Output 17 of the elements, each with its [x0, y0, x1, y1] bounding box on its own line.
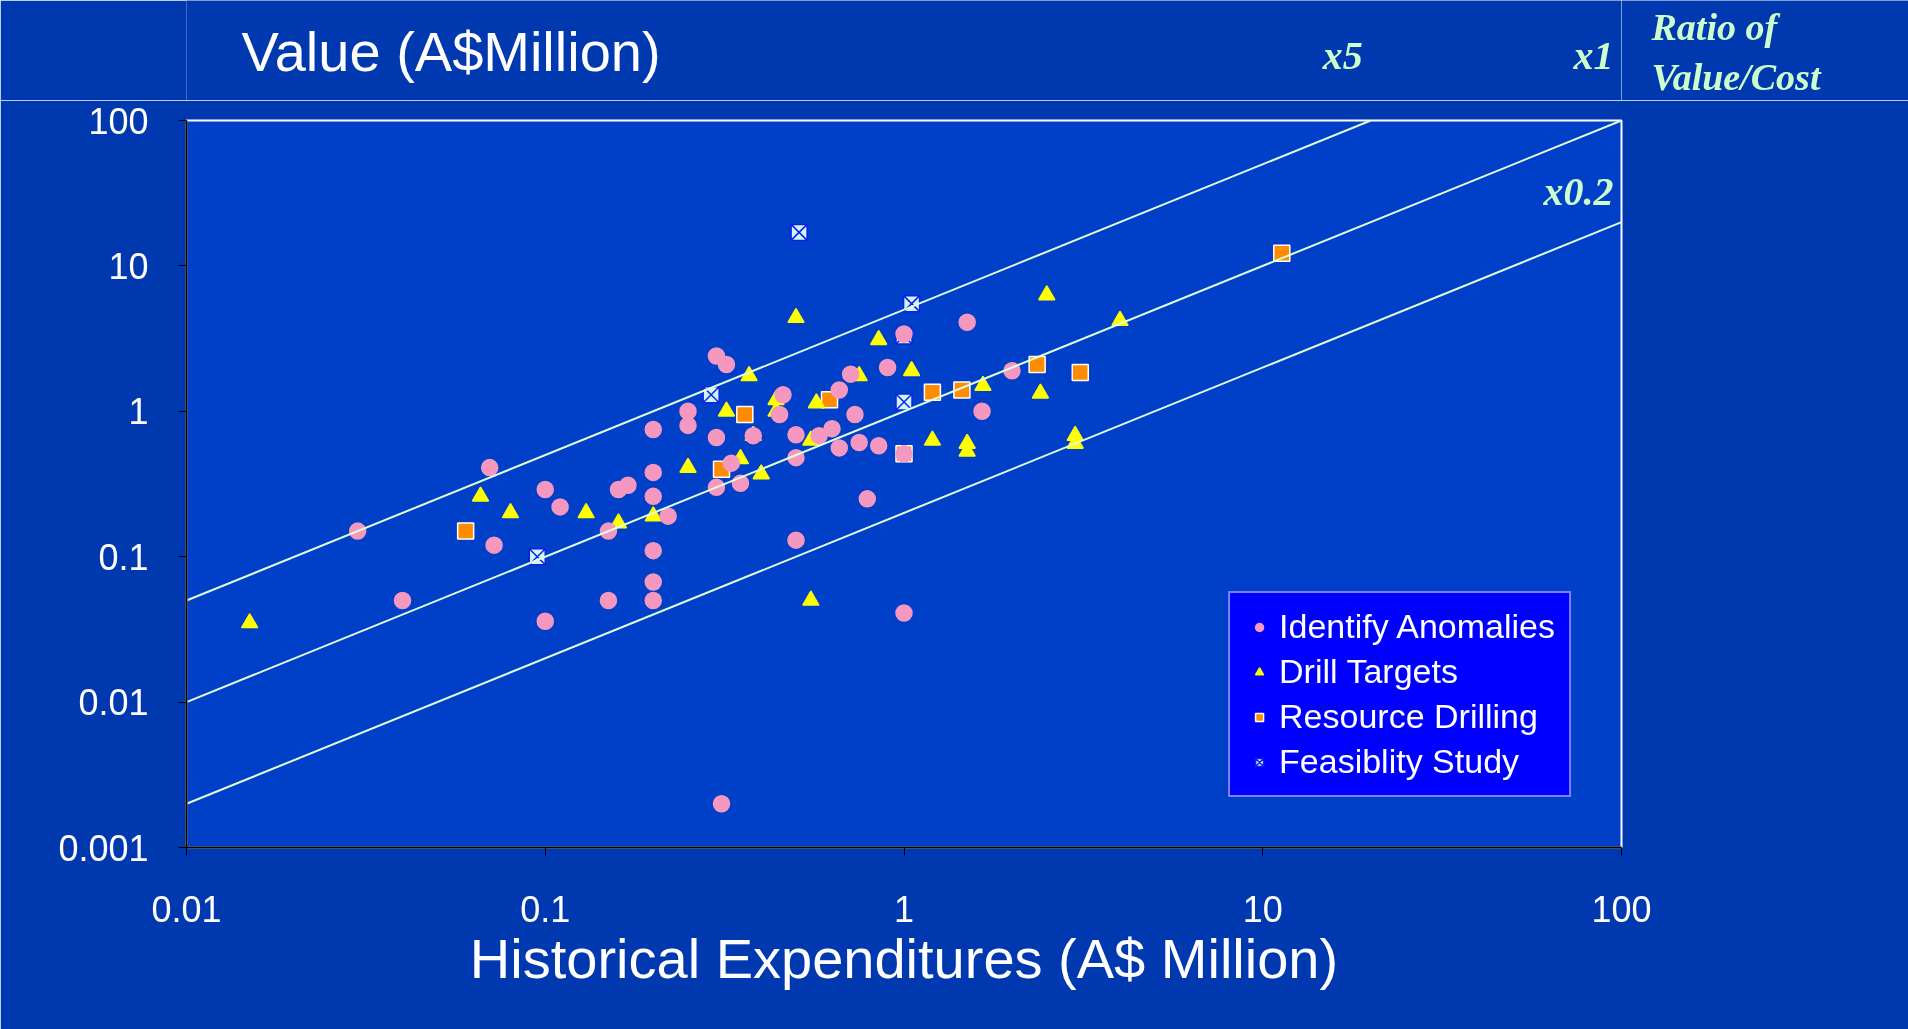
legend-label: Drill Targets	[1279, 652, 1458, 691]
x-tick-label: 100	[1591, 888, 1652, 930]
x-tick-label: 0.01	[151, 888, 222, 930]
legend-label: Feasiblity Study	[1279, 742, 1520, 781]
y-tick-label: 0.1	[98, 536, 149, 578]
y-tick-label: 10	[108, 245, 149, 287]
y-tick-label: 0.01	[78, 682, 149, 724]
series-label: x5	[1321, 32, 1363, 78]
legend-label: Resource Drilling	[1279, 697, 1538, 736]
y-tick-label: 0.001	[58, 827, 149, 869]
series-label: x1	[1572, 32, 1614, 78]
text: Ratio of Value/Cost	[1650, 5, 1822, 98]
legend-label: Identify Anomalies	[1279, 607, 1555, 646]
y-tick-label: 1	[128, 391, 149, 433]
series-label: x0.2	[1542, 169, 1614, 215]
y-axis-title: Value (A$Million)	[241, 19, 661, 83]
y-tick-label: 100	[88, 100, 149, 142]
